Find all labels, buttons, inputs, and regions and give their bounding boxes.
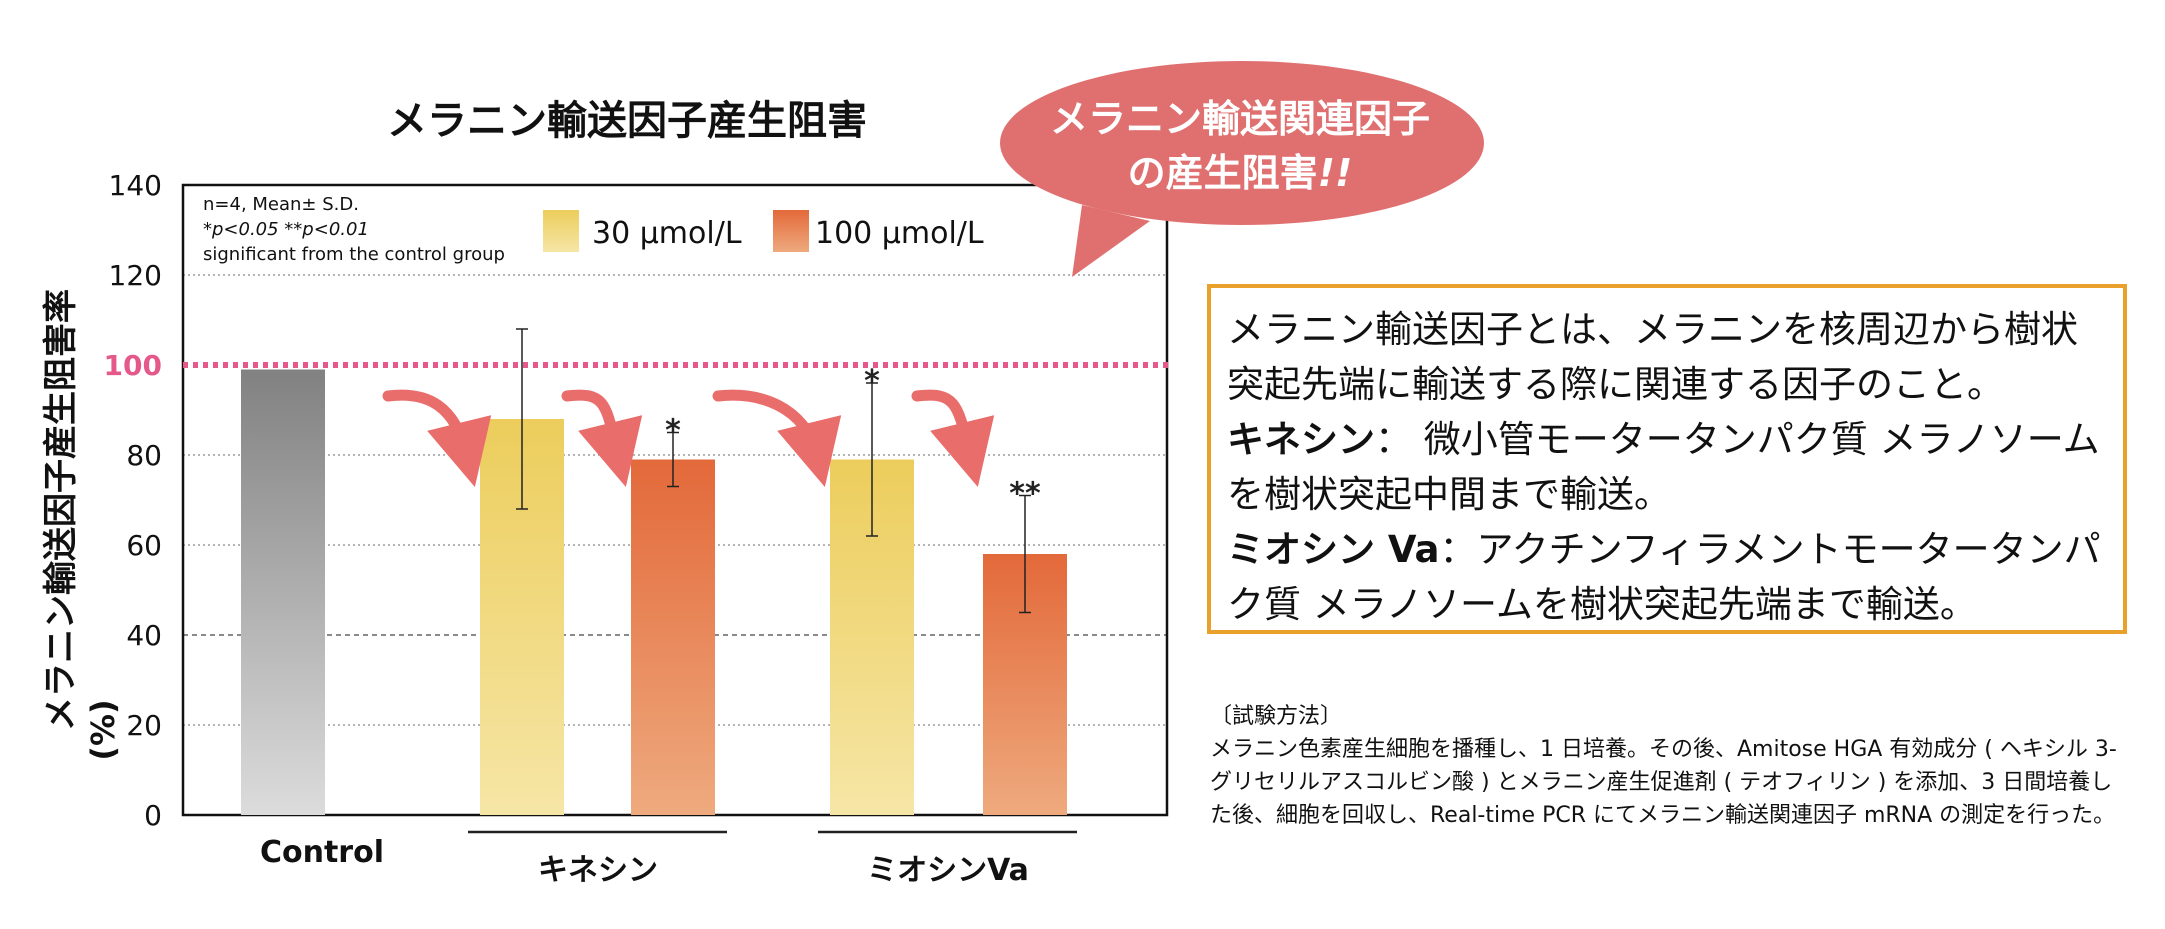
callout-line-2: の産生阻害 bbox=[1127, 151, 1318, 195]
callout-line-1: メラニン輸送関連因子 bbox=[1049, 97, 1430, 141]
y-tick-label: 140 bbox=[109, 169, 162, 202]
decrease-arrow bbox=[382, 389, 492, 488]
decrease-arrow bbox=[561, 389, 643, 488]
callout-emphasis: !! bbox=[1317, 151, 1353, 195]
bar bbox=[241, 369, 325, 815]
info-intro: メラニン輸送因子とは、メラニンを核周辺から樹状突起先端に輸送する際に関連する因子… bbox=[1227, 308, 2078, 406]
callout-shape bbox=[1000, 61, 1484, 277]
info-kinesin-term: キネシン bbox=[1227, 418, 1375, 461]
y-tick-label: 0 bbox=[144, 799, 162, 832]
significance-mark: * bbox=[665, 414, 681, 449]
info-myosin-term: ミオシン Va bbox=[1227, 528, 1440, 571]
group-label: ミオシンVa bbox=[867, 853, 1029, 888]
info-myosin-desc: ：アクチンフィラメントモータータンパク質 メラノソームを樹状突起先端まで輸送。 bbox=[1227, 528, 2101, 626]
y-tick-label: 120 bbox=[109, 259, 162, 292]
significance-mark: ** bbox=[1009, 477, 1041, 512]
test-method: 〔試験方法〕 メラニン色素産生細胞を播種し、1 日培養。その後、Amitose … bbox=[1210, 700, 2130, 832]
legend-swatch-30 bbox=[543, 210, 579, 252]
y-tick-label: 80 bbox=[126, 439, 162, 472]
callout-tail bbox=[1072, 205, 1150, 277]
y-tick-label: 100 bbox=[104, 349, 162, 382]
decrease-arrow bbox=[712, 389, 842, 488]
y-tick-label: 40 bbox=[126, 619, 162, 652]
y-tick-label: 60 bbox=[126, 529, 162, 562]
legend-swatch-100 bbox=[773, 210, 809, 252]
bar bbox=[631, 459, 715, 815]
chart-title: メラニン輸送因子産生阻害 bbox=[387, 98, 867, 144]
legend-label-30: 30 µmol/L bbox=[592, 216, 742, 251]
y-axis-unit: (%) bbox=[84, 699, 122, 760]
inhibition-bar-chart: メラニン輸送因子産生阻害 メラニン輸送因子産生阻害率 (%) 0 20 40 60 80… bbox=[41, 98, 1172, 888]
y-tick-label: 20 bbox=[126, 709, 162, 742]
significance-mark: * bbox=[864, 364, 880, 399]
decrease-arrow bbox=[911, 389, 995, 488]
group-label: キネシン bbox=[538, 853, 658, 888]
method-body: メラニン色素産生細胞を播種し、1 日培養。その後、Amitose HGA 有効成… bbox=[1210, 737, 2117, 828]
y-axis-label: メラニン輸送因子産生阻害率 bbox=[41, 289, 81, 731]
note-line-1: n=4, Mean± S.D. bbox=[203, 194, 359, 215]
note-line-3: significant from the control group bbox=[203, 244, 505, 265]
method-heading: 〔試験方法〕 bbox=[1210, 704, 1343, 729]
info-kinesin-desc: ： 微小管モータータンパク質 メラノソームを樹状突起中間まで輸送。 bbox=[1227, 418, 2100, 516]
callout-text: メラニン輸送関連因子 の産生阻害!! bbox=[1000, 92, 1480, 200]
group-label: Control bbox=[260, 835, 384, 870]
callout-ellipse bbox=[1000, 61, 1484, 225]
legend-label-100: 100 µmol/L bbox=[815, 216, 984, 251]
info-box: メラニン輸送因子とは、メラニンを核周辺から樹状突起先端に輸送する際に関連する因子… bbox=[1207, 284, 2127, 634]
note-line-2: *p<0.05 **p<0.01 bbox=[203, 219, 369, 240]
